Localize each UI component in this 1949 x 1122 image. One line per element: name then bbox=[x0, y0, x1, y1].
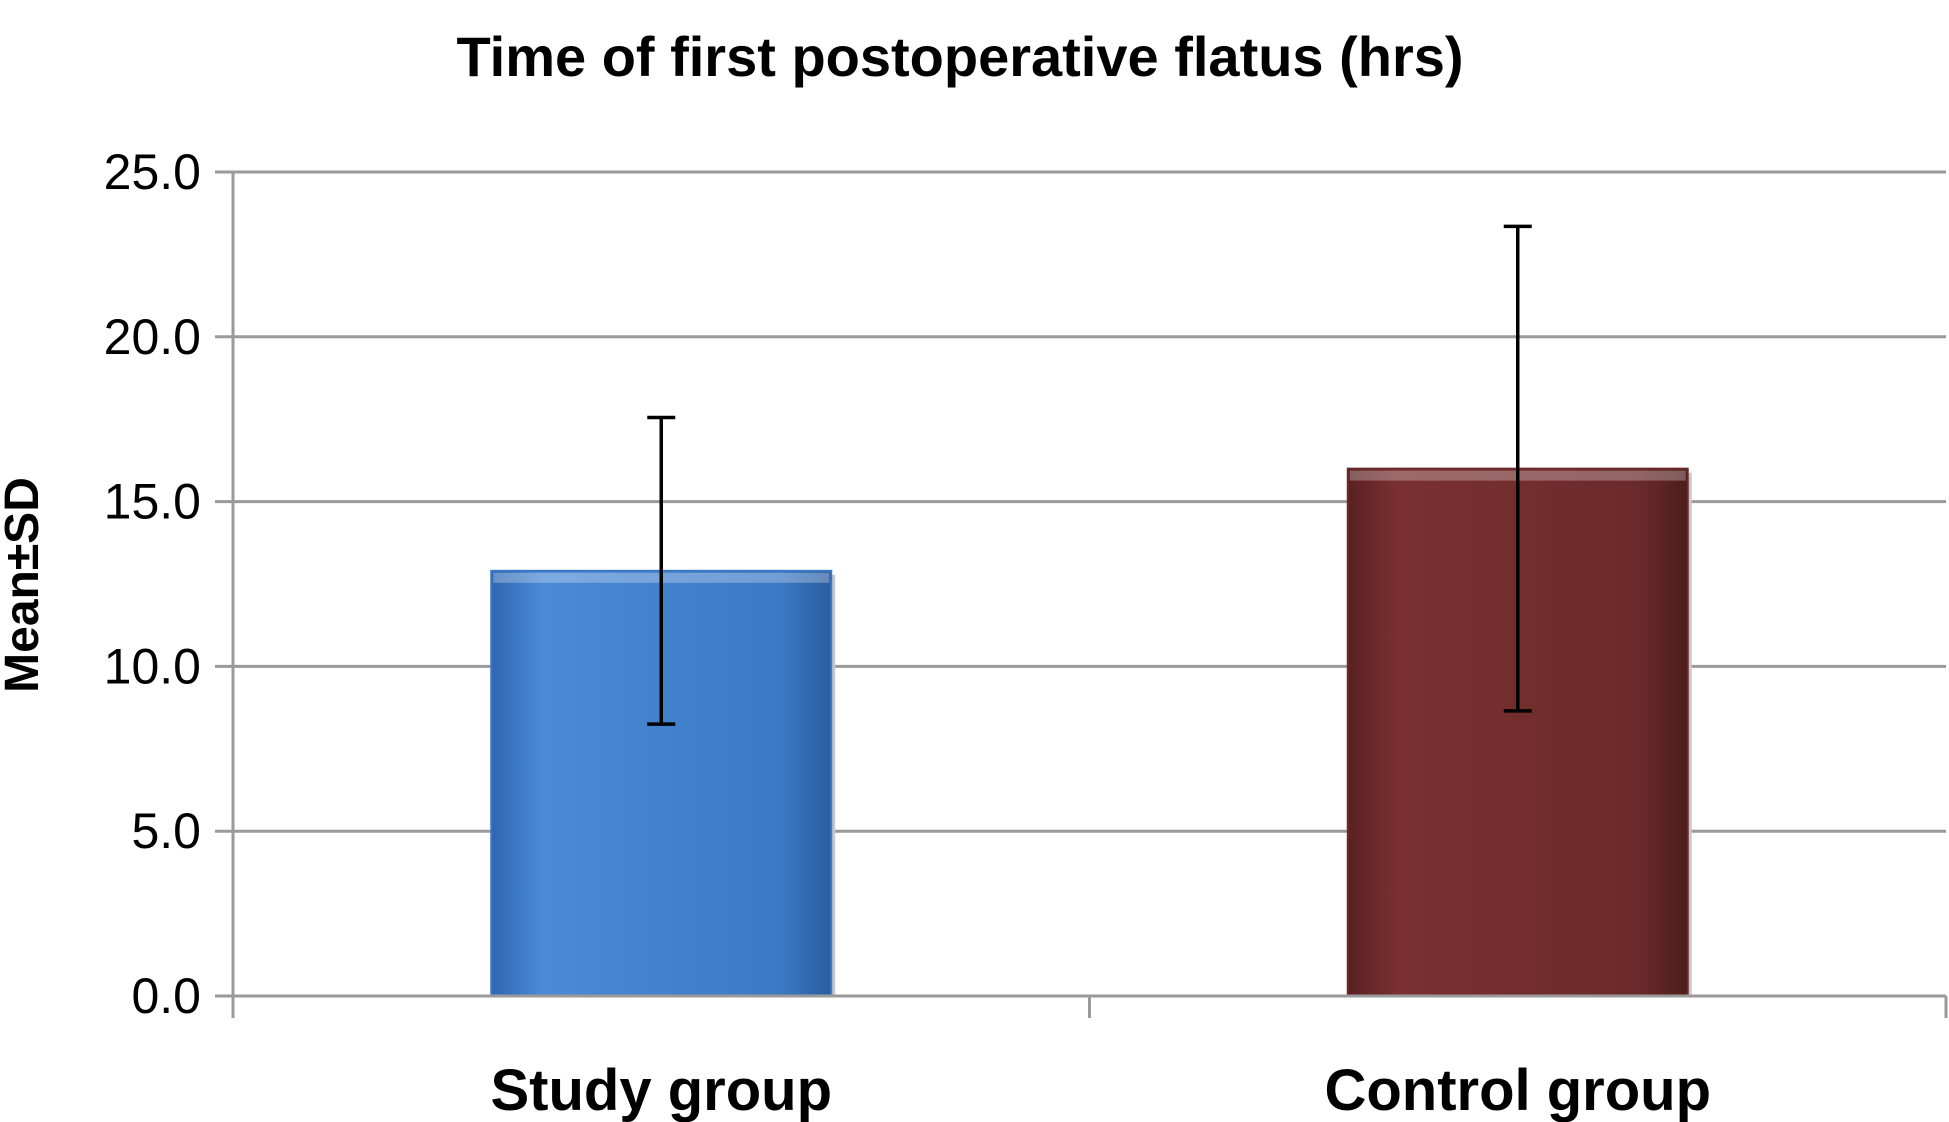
axes bbox=[231, 172, 1948, 1018]
y-tick-label: 5.0 bbox=[131, 803, 201, 859]
y-axis-ticks: 0.0 5.0 10.0 15.0 20.0 25.0 bbox=[104, 144, 233, 1024]
error-bars bbox=[647, 224, 1532, 726]
bars bbox=[490, 467, 1692, 997]
chart-title: Time of first postoperative flatus (hrs) bbox=[456, 25, 1463, 88]
y-tick-label: 10.0 bbox=[104, 638, 201, 694]
x-category-label: Control group bbox=[1324, 1058, 1711, 1122]
x-category-label: Study group bbox=[490, 1058, 832, 1122]
y-tick-label: 0.0 bbox=[131, 968, 201, 1024]
y-axis-label: Mean±SD bbox=[0, 477, 49, 693]
x-axis-categories: Study group Control group bbox=[490, 1058, 1711, 1122]
y-tick-label: 20.0 bbox=[104, 309, 201, 365]
y-tick-label: 15.0 bbox=[104, 474, 201, 530]
y-tick-label: 25.0 bbox=[104, 144, 201, 200]
